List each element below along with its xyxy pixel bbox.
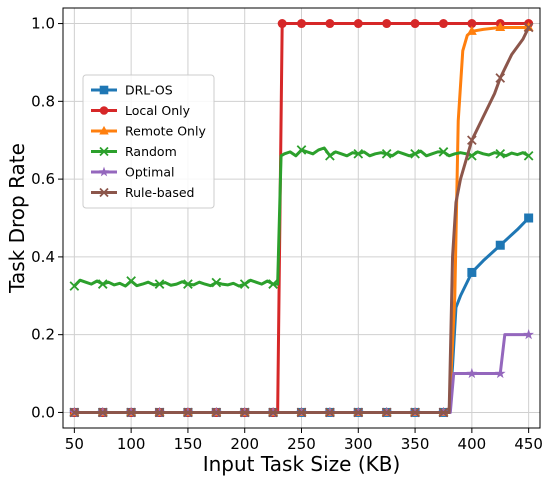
data-point <box>524 213 534 223</box>
data-point <box>97 279 108 289</box>
data-point <box>211 407 222 418</box>
data-point <box>239 407 250 418</box>
legend-label: Optimal <box>125 165 174 180</box>
data-point <box>98 166 110 177</box>
data-point <box>495 22 506 32</box>
data-point <box>211 277 222 288</box>
y-tick-label: 0.0 <box>31 403 55 421</box>
data-point <box>296 145 307 155</box>
data-point <box>97 407 108 418</box>
data-point <box>438 147 449 157</box>
legend-item: Remote Only <box>91 124 206 139</box>
data-point <box>495 148 506 159</box>
data-point <box>268 279 278 289</box>
data-point <box>382 19 392 29</box>
data-point <box>353 19 363 29</box>
data-point <box>296 407 307 418</box>
data-point <box>523 329 534 340</box>
legend-label: Random <box>125 144 177 159</box>
series-rule-based <box>69 22 534 418</box>
data-point <box>154 279 165 289</box>
data-point <box>297 19 306 29</box>
y-axis-label: Task Drop Rate <box>5 143 29 294</box>
y-tick-label: 0.6 <box>31 170 55 188</box>
data-point <box>381 407 392 418</box>
x-tick-label: 100 <box>117 435 146 453</box>
data-point <box>523 22 534 33</box>
data-point <box>523 150 534 161</box>
data-point <box>277 19 287 29</box>
data-point <box>126 407 136 418</box>
y-tick-label: 1.0 <box>31 15 55 33</box>
legend: DRL-OS Local Only Remote Only Random Optimal… <box>82 74 215 209</box>
legend-item: Optimal <box>91 165 174 180</box>
axis-ticks: 50 100 150 200 250 300 350 400 450 0.0 0.2 0.4 0.6 0.… <box>31 15 543 453</box>
data-point <box>239 279 250 289</box>
x-tick-label: 450 <box>514 435 543 453</box>
data-point <box>467 19 477 29</box>
data-point <box>325 407 335 418</box>
data-point <box>69 407 80 418</box>
legend-item: Rule-based <box>91 185 194 200</box>
legend-box <box>82 74 215 209</box>
data-point <box>438 19 448 29</box>
data-point <box>154 407 165 418</box>
x-tick-label: 200 <box>230 435 259 453</box>
data-point <box>466 367 478 379</box>
series-layer <box>69 19 534 418</box>
legend-item: DRL-OS <box>91 83 173 98</box>
data-point <box>126 276 136 286</box>
data-point <box>466 25 477 35</box>
data-point <box>183 407 193 418</box>
data-point <box>99 125 109 135</box>
x-tick-label: 350 <box>401 435 430 453</box>
legend-item: Local Only <box>91 103 191 118</box>
data-point <box>467 135 477 146</box>
data-point <box>467 267 477 277</box>
y-tick-label: 0.4 <box>31 248 55 266</box>
data-point <box>99 187 109 198</box>
data-point <box>494 367 506 379</box>
x-axis-label: Input Task Size (KB) <box>203 452 401 476</box>
data-point <box>99 146 109 157</box>
data-point <box>99 85 109 95</box>
data-point <box>410 19 420 29</box>
series-random <box>69 145 534 291</box>
data-point <box>183 279 193 289</box>
data-point <box>325 19 335 29</box>
legend-label: Rule-based <box>125 185 194 200</box>
data-point <box>410 407 420 418</box>
data-point <box>353 407 364 418</box>
x-tick-label: 300 <box>344 435 373 453</box>
data-point <box>268 407 278 418</box>
data-point <box>353 148 364 159</box>
y-tick-label: 0.2 <box>31 326 55 344</box>
legend-label: Remote Only <box>125 124 206 139</box>
data-point <box>69 281 80 291</box>
x-tick-label: 400 <box>458 435 487 453</box>
data-point <box>495 240 505 250</box>
data-point <box>325 150 335 161</box>
data-point <box>410 148 420 159</box>
grid-lines <box>63 8 540 428</box>
legend-label: Local Only <box>125 103 191 118</box>
y-tick-label: 0.8 <box>31 92 55 110</box>
data-point <box>99 106 109 115</box>
data-point <box>381 148 392 159</box>
data-point <box>438 407 449 418</box>
data-point <box>495 73 506 83</box>
x-tick-label: 250 <box>287 435 316 453</box>
x-tick-label: 50 <box>65 435 84 453</box>
x-tick-label: 150 <box>174 435 203 453</box>
legend-label: DRL-OS <box>125 83 173 98</box>
legend-item: Random <box>91 144 177 159</box>
